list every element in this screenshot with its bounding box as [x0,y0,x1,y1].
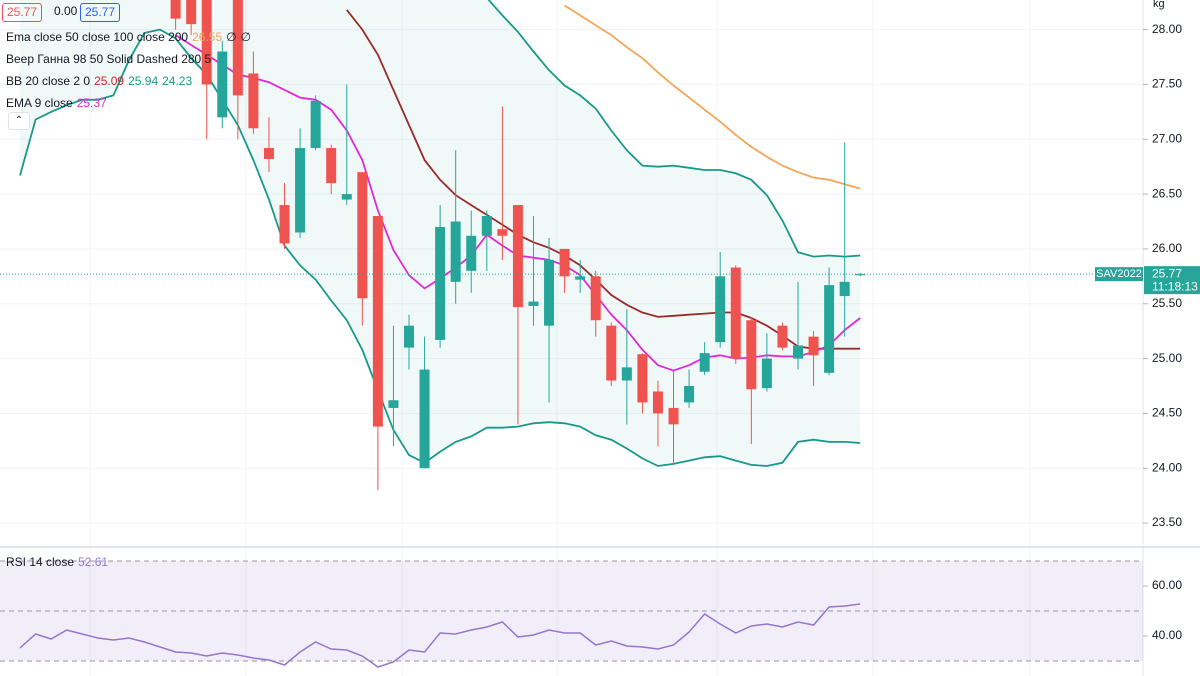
candle-body [793,345,803,359]
candle-body [715,276,726,343]
candle-body [497,229,508,236]
candle-body [201,0,212,85]
y-tick-label: 60.00 [1152,578,1182,592]
price-box: 25.77 [80,3,121,22]
candle-body [652,391,663,414]
pane [0,0,1143,524]
legend-row: BB 20 close 2 0 25.09 25.94 24.23 [6,74,192,88]
y-tick-label: 26.50 [1152,186,1182,200]
legend-row: Ema close 50 close 100 close 200 26.55 ∅ ∅ [6,30,251,44]
candle-body [388,400,399,408]
candle-body [746,320,757,390]
y-tick-label: 28.00 [1152,22,1182,36]
candle-body [263,148,274,160]
y-tick-label: 40.00 [1152,628,1182,642]
y-tick-label: 23.50 [1152,515,1182,529]
candle-body [855,274,866,276]
candle-body [279,205,290,244]
candle-body [808,336,819,356]
indicator-line [564,4,861,190]
candle-body [466,235,477,271]
symbol-tag [1095,267,1143,282]
candle-body [544,259,555,326]
candle-body [637,354,648,403]
candle-body [761,358,772,389]
y-tick-label: 24.00 [1152,460,1182,474]
candle-body [512,205,523,308]
legend-text: BB 20 close 2 0 [6,74,91,88]
collapse-button[interactable]: ⌃ [8,112,30,130]
candle-body [668,407,679,425]
legend-value: 25.37 [76,96,107,110]
y-tick-label: 26.00 [1152,241,1182,255]
candle-body [699,353,710,372]
candle-body [326,148,337,184]
candle-body [372,216,383,427]
candle-body [450,221,461,282]
legend-value: ∅ [226,30,237,44]
price-tag [1144,266,1200,295]
indicator-line [487,0,861,258]
candle-body [295,148,306,233]
countdown-label: 11:18:13 [1152,279,1198,293]
candle-body [590,276,601,321]
price-box: 25.77 [2,3,43,22]
candle-body [575,276,586,280]
rsi-line [19,603,861,668]
legend-text: RSI 14 close [6,555,75,569]
y-tick-label: 27.00 [1152,131,1182,145]
legend-value: ∅ [240,30,252,44]
legend-row: Веер Ганна 98 50 Solid Dashed 280 5 [6,52,211,66]
candle-body [341,194,352,200]
candle-body [404,325,414,348]
candle-body [730,267,741,359]
candle-body [435,226,446,340]
legend-text: EMA 9 close [6,96,73,110]
candle-body [481,216,492,236]
candle-body [777,325,788,348]
candle-body [232,0,243,96]
legend-row: RSI 14 close 52.61 [6,555,108,569]
legend-value: 25.94 [128,74,159,88]
indicator-line [19,28,861,467]
candle-body [621,367,632,381]
legend-value: 24.23 [162,74,193,88]
candle-body [357,172,368,299]
y-tick-label: 27.50 [1152,77,1182,91]
y-tick-label: 24.50 [1152,406,1182,420]
candle-body [248,73,259,129]
candle-body [824,285,835,373]
y-tick-label: 25.50 [1152,296,1182,310]
legend-value: 52.61 [78,555,109,569]
candle-body [170,0,181,19]
candle-body [186,0,197,25]
candle-body [528,301,539,306]
legend-text: Веер Ганна 98 50 Solid Dashed 280 5 [6,52,212,66]
indicator-line [346,9,861,350]
candle-body [310,100,321,149]
candle-body [839,281,850,297]
y-tick-label: 25.00 [1152,351,1182,365]
candle-body [217,51,228,118]
symbol-tag-label: SAV2022 [1096,268,1142,280]
candle-body [684,385,695,403]
legend-value: 26.55 [192,30,223,44]
unit-label: kg [1153,0,1165,10]
legend-row: EMA 9 close 25.37 [6,96,107,110]
candle-body [559,248,570,277]
price-tag-label: 25.77 [1152,266,1182,280]
change-box: 0.00 [54,4,78,18]
pane [0,560,1143,668]
candle-body [419,369,430,469]
legend-value: 25.09 [94,74,125,88]
legend-text: Ema close 50 close 100 close 200 [6,30,189,44]
candle-body [606,325,617,381]
